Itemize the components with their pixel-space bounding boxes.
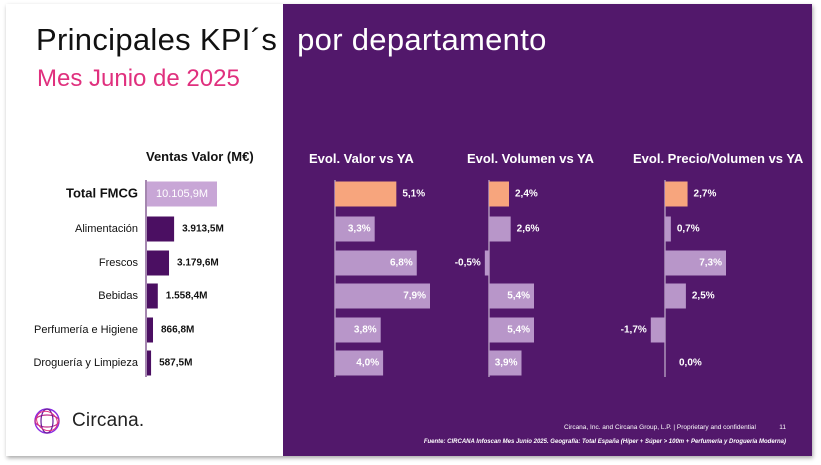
volumen-label-1: 2,6% — [517, 224, 540, 235]
ventas-label-0: 10.105,9M — [156, 188, 208, 200]
page-subtitle: Mes Junio de 2025 — [37, 65, 240, 92]
valor-bar-1 — [335, 216, 375, 242]
category-label-0: Total FMCG — [66, 185, 138, 200]
evol-volumen-header: Evol. Volumen vs YA — [467, 151, 594, 166]
valor-label-4: 3,8% — [354, 325, 377, 336]
ventas-label-5: 587,5M — [159, 358, 192, 369]
volumen-bar-2 — [484, 250, 489, 276]
valor-bar-3 — [335, 283, 430, 309]
precio-label-3: 2,5% — [692, 291, 715, 302]
slide: Principales KPI´s por departamento Mes Ju… — [6, 4, 812, 456]
circana-logo: Circana. — [32, 406, 144, 436]
precio-bar-1 — [665, 216, 671, 242]
ventas-bar-1 — [147, 216, 175, 242]
valor-bar-4 — [335, 317, 381, 343]
valor-bar-0 — [335, 181, 397, 207]
volumen-label-4: 5,4% — [507, 325, 530, 336]
precio-bar-3 — [665, 283, 686, 309]
ventas-label-3: 1.558,4M — [166, 291, 208, 302]
ventas-label-2: 3.179,6M — [177, 258, 219, 269]
category-label-5: Droguería y Limpieza — [33, 357, 138, 369]
precio-bar-2 — [665, 250, 726, 276]
precio-label-2: 7,3% — [699, 258, 722, 269]
precio-label-5: 0,0% — [679, 358, 702, 369]
valor-bar-2 — [335, 250, 417, 276]
page-number: 11 — [779, 424, 786, 431]
page-title: Principales KPI´s por departamento — [36, 22, 547, 58]
kpi-chart: Total FMCG 10.105,9M Alimentación 3.913,5M F… — [33, 180, 726, 377]
volumen-label-2: -0,5% — [455, 258, 481, 269]
ventas-column-header: Ventas Valor (M€) — [146, 149, 254, 164]
copyright-note: Circana, Inc. and Circana Group, L.P. | … — [564, 424, 756, 431]
ventas-label-1: 3.913,5M — [182, 224, 224, 235]
valor-label-0: 5,1% — [402, 189, 425, 200]
ventas-bar-5 — [147, 350, 152, 376]
precio-label-4: -1,7% — [621, 325, 647, 336]
title-part2: por departamento — [297, 22, 547, 57]
category-label-4: Perfumería e Higiene — [34, 324, 138, 336]
volumen-bar-0 — [489, 181, 509, 207]
evol-precio-header: Evol. Precio/Volumen vs YA — [633, 151, 804, 166]
ventas-bar-2 — [147, 250, 170, 276]
volumen-label-3: 5,4% — [507, 291, 530, 302]
valor-label-3: 7,9% — [403, 291, 426, 302]
volumen-bar-1 — [489, 216, 511, 242]
circana-logo-icon — [34, 408, 60, 434]
precio-bar-0 — [665, 181, 688, 207]
precio-label-1: 0,7% — [677, 224, 700, 235]
ventas-bar-0 — [147, 181, 217, 207]
volumen-bar-5 — [489, 350, 522, 376]
logo-text: Circana. — [72, 410, 145, 431]
evol-valor-header: Evol. Valor vs YA — [309, 151, 414, 166]
category-label-3: Bebidas — [98, 290, 138, 302]
precio-label-0: 2,7% — [694, 189, 717, 200]
precio-bar-4 — [650, 317, 665, 343]
volumen-bar-4 — [489, 317, 534, 343]
valor-label-2: 6,8% — [390, 258, 413, 269]
volumen-label-5: 3,9% — [495, 358, 518, 369]
volumen-label-0: 2,4% — [515, 189, 538, 200]
category-label-2: Frescos — [99, 257, 139, 269]
ventas-bar-4 — [147, 317, 154, 343]
valor-label-1: 3,3% — [348, 224, 371, 235]
volumen-bar-3 — [489, 283, 534, 309]
valor-label-5: 4,0% — [356, 358, 379, 369]
valor-bar-5 — [335, 350, 384, 376]
title-part1: Principales KPI´s — [36, 22, 278, 57]
category-label-1: Alimentación — [75, 223, 138, 235]
ventas-label-4: 866,8M — [161, 325, 194, 336]
ventas-bar-3 — [147, 283, 158, 309]
source-note: Fuente: CIRCANA Infoscan Mes Junio 2025.… — [423, 439, 786, 445]
